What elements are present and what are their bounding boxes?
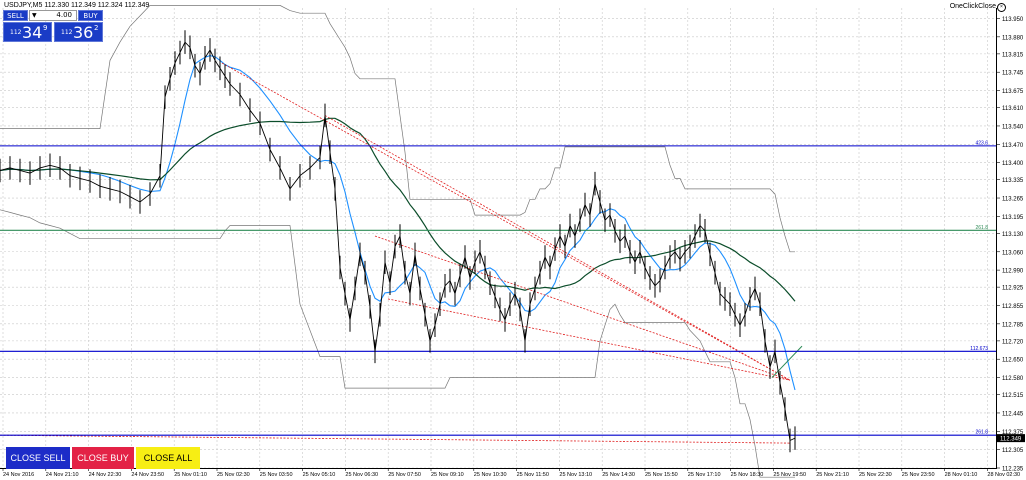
buy-price-box[interactable]: 112 36 2 [54,22,103,42]
y-tick-label: 113.745 [1002,71,1024,77]
x-tick-label: 25 Nov 18:30 [731,472,764,478]
sell-price-sup: 9 [43,24,48,32]
x-tick-label: 25 Nov 15:50 [645,472,678,478]
level-label: 261.8 [975,225,988,231]
y-tick-label: 113.880 [1002,35,1024,41]
y-tick-label: 113.540 [1002,124,1024,130]
close-circle-icon[interactable]: × [997,3,1006,12]
sell-price-box[interactable]: 112 34 9 [3,22,52,42]
sell-price-big: 112 [10,29,22,36]
horizontal-levels: 423.6 261.8 112.673 261.8 [0,140,996,436]
y-tick-label: 112.515 [1002,393,1024,399]
price-axis: 113.950 113.880 113.815 113.745 113.675 113.6… [996,17,1025,473]
level-label: 112.673 [970,346,988,352]
x-tick-label: 25 Nov 23:50 [902,472,935,478]
symbol-label: USDJPY,M5 112.330 112.349 112.324 112.34… [4,2,150,9]
chart-grid [0,8,996,469]
y-tick-label: 113.400 [1002,161,1024,167]
y-tick-label: 113.195 [1002,215,1024,221]
x-tick-label: 24 Nov 21:10 [46,472,79,478]
price-series [0,30,796,453]
current-price-tag [997,434,1025,443]
buy-button[interactable]: BUY [78,10,103,21]
y-tick-label: 112.855 [1002,304,1024,310]
y-tick-label: 113.950 [1002,17,1024,23]
y-tick-label: 112.375 [1002,430,1024,436]
lot-size-field[interactable]: ▼ 4.00 [29,10,77,21]
x-tick-label: 28 Nov 01:10 [945,472,978,478]
x-tick-label: 28 Nov 02:30 [987,472,1020,478]
close-buy-button[interactable]: CLOSE BUY [72,447,134,469]
y-tick-label: 112.990 [1002,269,1024,275]
oneclick-close-label: OneClickClose [949,3,996,10]
y-tick-label: 112.445 [1002,411,1024,417]
x-tick-label: 25 Nov 22:30 [859,472,892,478]
y-tick-label: 112.580 [1002,376,1024,382]
level-label: 261.8 [975,430,988,436]
close-sell-button[interactable]: CLOSE SELL [6,447,70,469]
y-tick-label: 113.060 [1002,250,1024,256]
lower-band [0,209,795,478]
one-click-trade-panel: SELL ▼ 4.00 BUY 112 34 9 112 36 2 [3,10,103,42]
buy-price-sup: 2 [94,24,99,32]
x-tick-label: 25 Nov 10:30 [474,472,507,478]
price-line [0,41,796,442]
sell-button[interactable]: SELL [3,10,28,21]
chevron-down-icon[interactable]: ▼ [32,12,37,19]
x-tick-label: 24 Nov 23:50 [131,472,164,478]
y-tick-label: 113.470 [1002,143,1024,149]
trend-line [324,115,791,381]
y-tick-label: 112.235 [1002,467,1024,473]
buy-price-big: 112 [61,29,73,36]
x-tick-label: 25 Nov 05:10 [303,472,336,478]
lot-value[interactable]: 4.00 [56,11,72,19]
y-tick-label: 113.610 [1002,106,1024,112]
close-all-button[interactable]: CLOSE ALL [136,447,200,469]
buy-price-large: 36 [73,23,94,42]
y-tick-label: 113.130 [1002,232,1024,238]
x-tick-label: 24 Nov 2016 [3,472,34,478]
x-tick-label: 25 Nov 21:10 [816,472,849,478]
trend-line [387,298,791,381]
blue-moving-average [0,55,796,391]
upper-band [0,5,795,253]
x-tick-label: 25 Nov 13:10 [559,472,592,478]
y-tick-label: 113.265 [1002,197,1024,203]
y-tick-label: 112.650 [1002,358,1024,364]
x-tick-label: 25 Nov 09:10 [431,472,464,478]
x-tick-label: 25 Nov 02:30 [217,472,250,478]
x-tick-label: 24 Nov 22:30 [89,472,122,478]
y-tick-label: 112.720 [1002,339,1024,345]
sell-price-large: 34 [22,23,43,42]
x-tick-label: 25 Nov 17:10 [688,472,721,478]
current-price-label: 112.349 [1000,437,1022,443]
x-tick-label: 25 Nov 11:50 [517,472,549,478]
y-tick-label: 113.675 [1002,89,1024,95]
y-tick-label: 112.785 [1002,322,1024,328]
y-tick-label: 113.335 [1002,178,1024,184]
x-tick-label: 25 Nov 14:30 [602,472,635,478]
x-tick-label: 25 Nov 07:50 [388,472,421,478]
time-axis: 24 Nov 2016 24 Nov 21:10 24 Nov 22:30 24 No… [2,468,1020,478]
y-tick-label: 113.815 [1002,52,1024,58]
x-tick-label: 25 Nov 01:10 [174,472,207,478]
x-tick-label: 25 Nov 19:50 [773,472,806,478]
x-tick-label: 25 Nov 03:50 [260,472,293,478]
y-tick-label: 112.305 [1002,448,1024,454]
x-tick-label: 25 Nov 06:30 [345,472,378,478]
y-tick-label: 112.925 [1002,286,1024,292]
level-label: 423.6 [975,140,988,146]
trend-line [0,434,791,444]
